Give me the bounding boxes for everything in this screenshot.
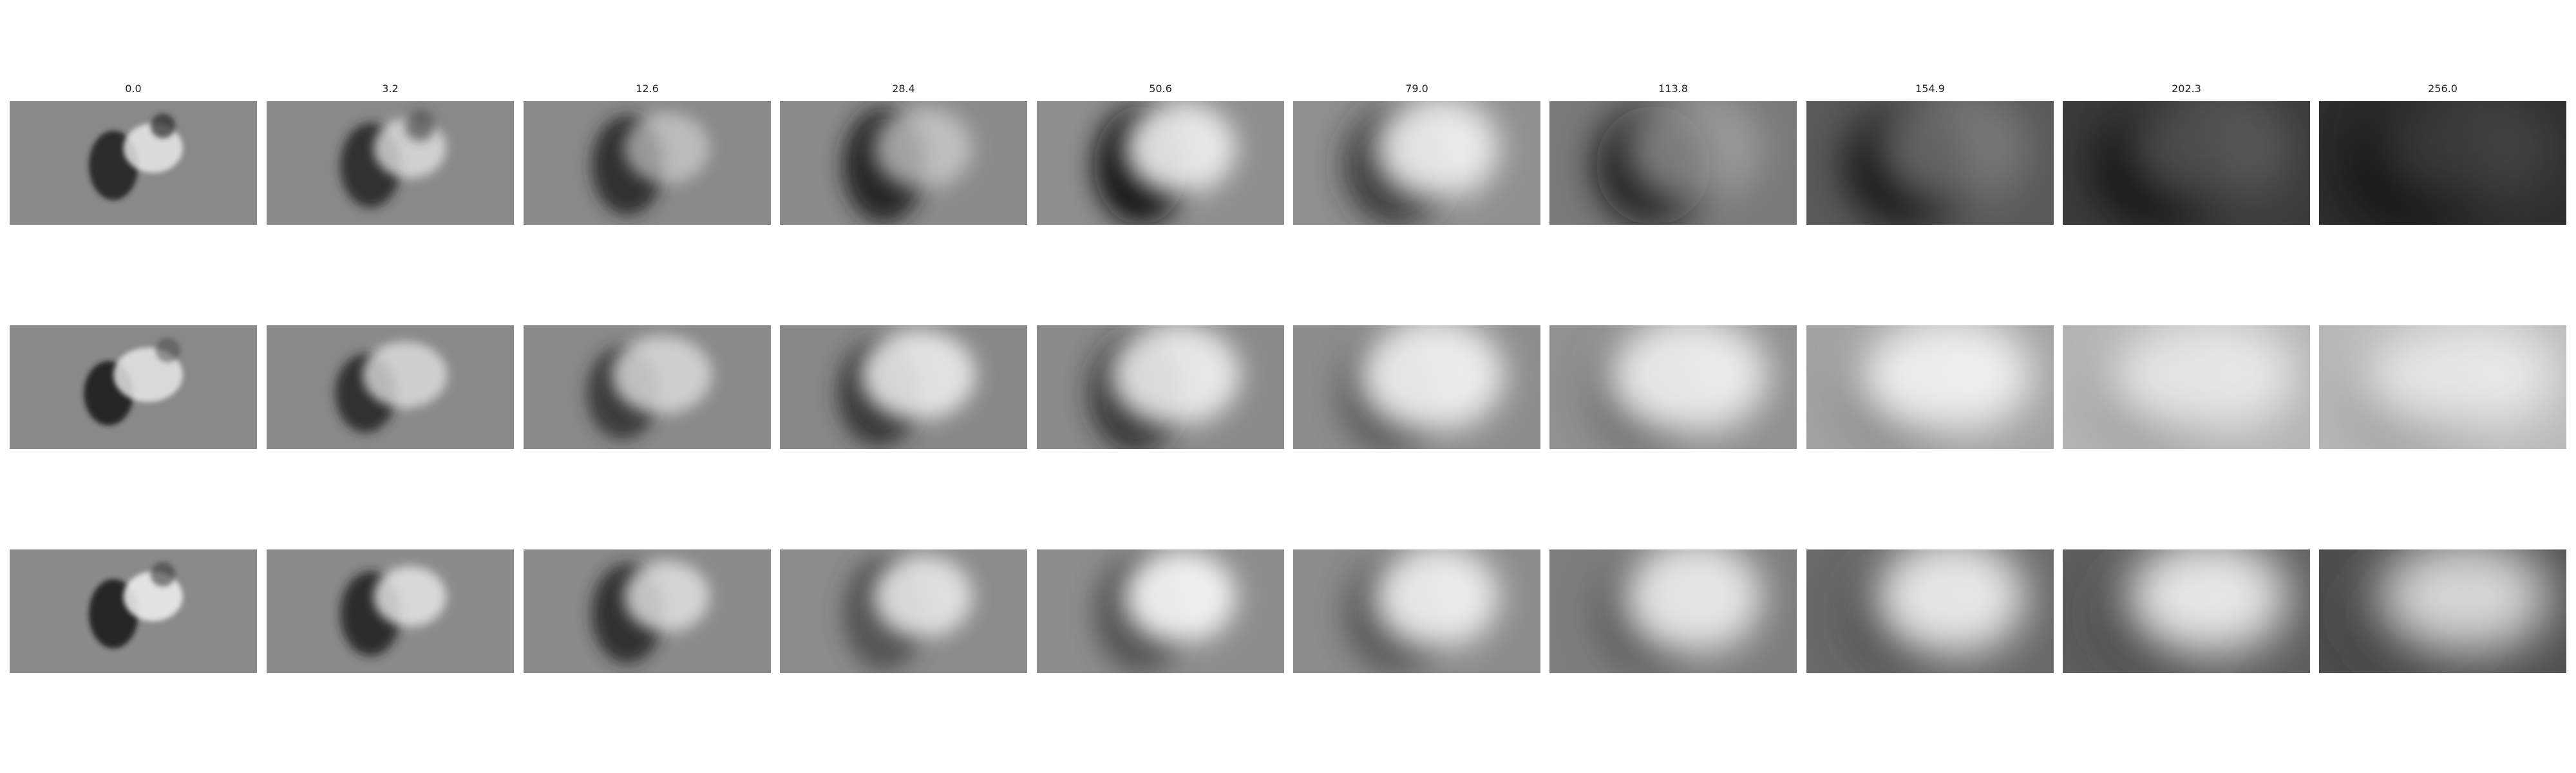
image-panel (1293, 325, 1540, 449)
image-panel (780, 549, 1027, 673)
image-blob (1110, 325, 1240, 426)
image-panel (780, 325, 1027, 449)
image-blob (874, 107, 972, 189)
image-blob (374, 566, 446, 627)
image-panel (2063, 549, 2310, 673)
image-blob (363, 341, 447, 408)
image-panel (1549, 325, 1797, 449)
image-panel (2319, 325, 2566, 449)
image-panel (524, 325, 771, 449)
column-title: 113.8 (1549, 82, 1797, 95)
image-panel (10, 101, 257, 225)
image-blob (151, 562, 175, 586)
image-blob (612, 336, 712, 414)
column-title: 154.9 (1806, 82, 2054, 95)
image-blob (151, 113, 175, 138)
image-panel (1806, 325, 2054, 449)
column-title: 256.0 (2319, 82, 2566, 95)
image-panel (267, 101, 514, 225)
column-title: 28.4 (780, 82, 1027, 95)
column-title: 79.0 (1293, 82, 1540, 95)
image-panel (1549, 101, 1797, 225)
image-panel (2063, 101, 2310, 225)
image-blob (624, 561, 710, 633)
image-panel (1806, 549, 2054, 673)
image-blob (156, 338, 180, 362)
image-panel (1037, 549, 1284, 673)
image-panel (524, 549, 771, 673)
image-blob (405, 111, 435, 141)
image-blob (624, 113, 710, 184)
image-blob (1124, 550, 1236, 643)
image-blob (1124, 102, 1236, 195)
column-title: 202.3 (2063, 82, 2310, 95)
image-panel (267, 325, 514, 449)
image-panel (1293, 549, 1540, 673)
image-panel (10, 549, 257, 673)
image-blob (874, 555, 972, 637)
column-title: 0.0 (10, 82, 257, 95)
image-panel (1293, 101, 1540, 225)
image-panel (267, 549, 514, 673)
image-panel (10, 325, 257, 449)
image-panel (1037, 101, 1284, 225)
image-panel (524, 101, 771, 225)
column-title: 50.6 (1037, 82, 1284, 95)
image-panel (2319, 549, 2566, 673)
column-title: 3.2 (267, 82, 514, 95)
image-panel (1549, 549, 1797, 673)
image-panel (2063, 325, 2310, 449)
column-title: 12.6 (524, 82, 771, 95)
image-panel (1037, 325, 1284, 449)
image-blob (861, 330, 976, 420)
image-panel (780, 101, 1027, 225)
image-panel (1806, 101, 2054, 225)
image-panel (2319, 101, 2566, 225)
